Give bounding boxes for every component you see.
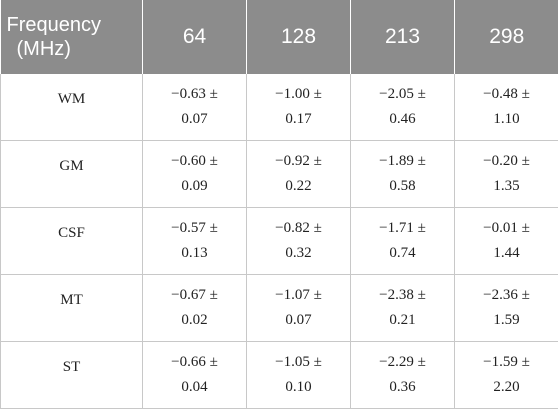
std-value: 0.07	[285, 312, 312, 328]
mean-value: −1.07 ±	[275, 287, 322, 303]
std-value: 0.02	[181, 312, 208, 328]
std-value: 1.10	[493, 111, 520, 127]
std-value: 0.13	[181, 245, 208, 261]
row-label-cell: GM	[0, 140, 143, 208]
value-cell: −1.05 ± 0.10	[246, 341, 351, 409]
mean-value: −2.29 ±	[379, 354, 426, 370]
value-cell: −0.57 ± 0.13	[142, 207, 247, 275]
std-value: 0.04	[181, 379, 208, 395]
column-header: 128	[246, 0, 351, 74]
value-cell: −2.05 ± 0.46	[350, 74, 455, 141]
value-cell: −0.92 ± 0.22	[246, 140, 351, 208]
value-cell: −0.63 ± 0.07	[142, 74, 247, 141]
std-value: 2.20	[493, 379, 520, 395]
value-cell: −0.01 ± 1.44	[454, 207, 558, 275]
std-value: 1.44	[493, 245, 520, 261]
std-value: 0.07	[181, 111, 208, 127]
mean-value: −0.57 ±	[171, 220, 218, 236]
row-label: CSF	[58, 224, 85, 241]
value-cell: −0.82 ± 0.32	[246, 207, 351, 275]
mean-value: −0.60 ±	[171, 153, 218, 169]
row-label: GM	[59, 157, 84, 174]
std-value: 0.21	[389, 312, 416, 328]
mean-value: −0.48 ±	[483, 86, 530, 102]
mean-value: −0.67 ±	[171, 287, 218, 303]
mean-value: −1.05 ±	[275, 354, 322, 370]
frequency-header-label: Frequency	[6, 14, 102, 36]
row-label-cell: CSF	[0, 207, 143, 275]
std-value: 0.32	[285, 245, 312, 261]
std-value: 0.10	[285, 379, 312, 395]
value-cell: −2.36 ± 1.59	[454, 274, 558, 342]
value-cell: −0.60 ± 0.09	[142, 140, 247, 208]
value-cell: −0.48 ± 1.10	[454, 74, 558, 141]
value-cell: −2.38 ± 0.21	[350, 274, 455, 342]
mean-value: −0.66 ±	[171, 354, 218, 370]
std-value: 0.58	[389, 178, 416, 194]
table-row: MT −0.67 ± 0.02 −1.07 ± 0.07 −2.38 ± 0.21 −2.36…	[0, 274, 558, 342]
std-value: 0.46	[389, 111, 416, 127]
std-value: 0.22	[285, 178, 312, 194]
table-row: CSF −0.57 ± 0.13 −0.82 ± 0.32 −1.71 ± 0.74 −0.0…	[0, 207, 558, 275]
row-label-cell: MT	[0, 274, 143, 342]
row-label: ST	[62, 358, 81, 375]
std-value: 1.35	[493, 178, 520, 194]
value-cell: −2.29 ± 0.36	[350, 341, 455, 409]
value-cell: −0.20 ± 1.35	[454, 140, 558, 208]
frequency-unit-label: (MHz)	[16, 38, 71, 60]
value-cell: −1.00 ± 0.17	[246, 74, 351, 141]
mean-value: −2.05 ±	[379, 86, 426, 102]
value-cell: −1.07 ± 0.07	[246, 274, 351, 342]
table-row: ST −0.66 ± 0.04 −1.05 ± 0.10 −2.29 ± 0.36 −1.59…	[0, 341, 558, 409]
value-cell: −0.67 ± 0.02	[142, 274, 247, 342]
mean-value: −1.59 ±	[483, 354, 530, 370]
row-label: MT	[60, 291, 83, 308]
table-row: WM −0.63 ± 0.07 −1.00 ± 0.17 −2.05 ± 0.46 −0.48…	[0, 74, 558, 141]
column-header: 213	[350, 0, 455, 74]
std-value: 0.17	[285, 111, 312, 127]
std-value: 0.36	[389, 379, 416, 395]
std-value: 0.74	[389, 245, 416, 261]
std-value: 0.09	[181, 178, 208, 194]
header-row: Frequency (MHz) 64 128 213 298	[0, 0, 558, 74]
column-header: 298	[454, 0, 558, 74]
mean-value: −1.00 ±	[275, 86, 322, 102]
mean-value: −0.82 ±	[275, 220, 322, 236]
value-cell: −1.59 ± 2.20	[454, 341, 558, 409]
mean-value: −1.71 ±	[379, 220, 426, 236]
column-header: 64	[142, 0, 247, 74]
mean-value: −2.36 ±	[483, 287, 530, 303]
value-cell: −0.66 ± 0.04	[142, 341, 247, 409]
mean-value: −0.01 ±	[483, 220, 530, 236]
table-body: WM −0.63 ± 0.07 −1.00 ± 0.17 −2.05 ± 0.46 −0.48…	[0, 74, 558, 409]
row-label-cell: ST	[0, 341, 143, 409]
mean-value: −2.38 ±	[379, 287, 426, 303]
mean-value: −0.92 ±	[275, 153, 322, 169]
row-label-cell: WM	[0, 74, 143, 141]
mean-value: −0.63 ±	[171, 86, 218, 102]
mean-value: −1.89 ±	[379, 153, 426, 169]
table-row: GM −0.60 ± 0.09 −0.92 ± 0.22 −1.89 ± 0.58 −0.20…	[0, 140, 558, 208]
value-cell: −1.71 ± 0.74	[350, 207, 455, 275]
mean-value: −0.20 ±	[483, 153, 530, 169]
value-cell: −1.89 ± 0.58	[350, 140, 455, 208]
std-value: 1.59	[493, 312, 520, 328]
row-label: WM	[57, 90, 86, 107]
frequency-header: Frequency (MHz)	[0, 0, 143, 74]
